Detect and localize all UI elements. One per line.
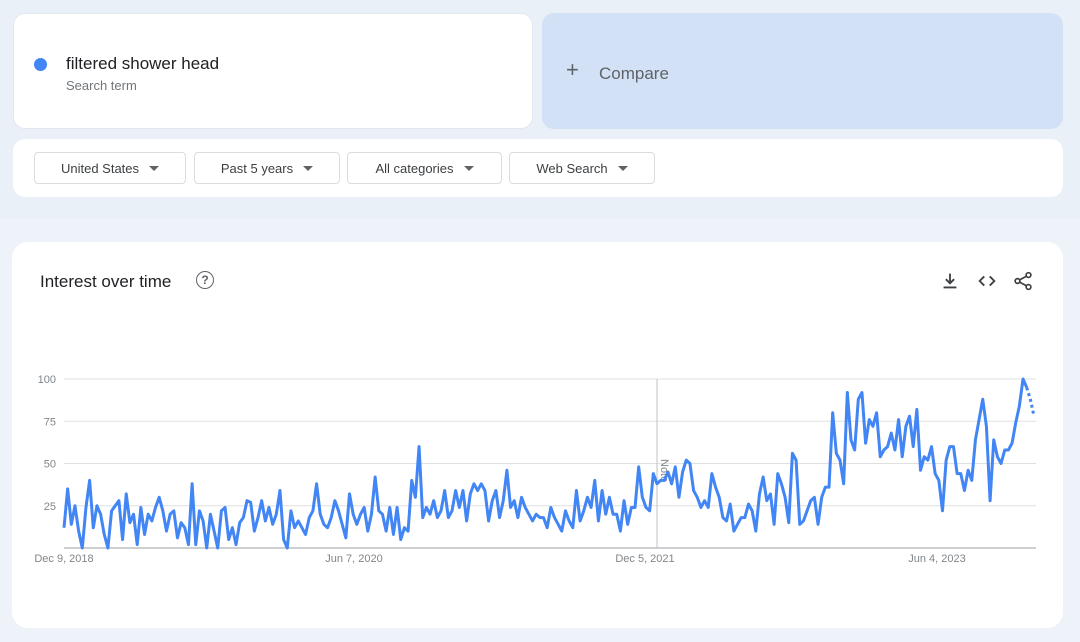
x-tick-label: Dec 9, 2018 bbox=[34, 553, 93, 565]
series-partial-line bbox=[1025, 387, 1036, 417]
x-tick-label: Dec 5, 2021 bbox=[615, 553, 674, 565]
y-tick-label: 50 bbox=[44, 459, 56, 471]
compare-label: Compare bbox=[599, 64, 669, 83]
chart-section-title: Interest over time bbox=[40, 272, 172, 291]
x-tick-label: Jun 4, 2023 bbox=[908, 553, 966, 565]
filter-time-range[interactable]: Past 5 years bbox=[194, 152, 340, 184]
dropdown-caret-icon bbox=[463, 165, 474, 171]
download-icon[interactable] bbox=[939, 270, 961, 292]
y-tick-label: 100 bbox=[38, 374, 56, 386]
search-term-sublabel: Search term bbox=[66, 78, 137, 93]
dropdown-caret-icon bbox=[149, 165, 160, 171]
filter-time-range-label: Past 5 years bbox=[220, 160, 294, 176]
dropdown-caret-icon bbox=[617, 165, 628, 171]
filter-search-type[interactable]: Web Search bbox=[509, 152, 655, 184]
share-icon[interactable] bbox=[1012, 270, 1034, 292]
dropdown-caret-icon bbox=[303, 165, 314, 171]
y-tick-label: 25 bbox=[44, 501, 56, 513]
interest-over-time-card: Interest over time ? 25 50 75 100 Dec 9, 201… bbox=[12, 242, 1063, 628]
filter-location[interactable]: United States bbox=[34, 152, 186, 184]
search-term-card[interactable]: filtered shower head Search term bbox=[13, 13, 533, 129]
compare-button[interactable]: + Compare bbox=[542, 13, 1063, 129]
interest-line-chart: 25 50 75 100 Dec 9, 2018 Jun 7, 2020 Dec 5, 20… bbox=[34, 374, 1036, 565]
filter-bar: United States Past 5 years All categorie… bbox=[13, 139, 1063, 197]
term-color-dot bbox=[34, 58, 47, 71]
filter-category-label: All categories bbox=[375, 160, 454, 176]
filter-search-type-label: Web Search bbox=[536, 160, 608, 176]
filter-location-label: United States bbox=[60, 160, 140, 176]
y-tick-label: 75 bbox=[44, 416, 56, 428]
filter-category[interactable]: All categories bbox=[347, 152, 502, 184]
embed-code-icon[interactable] bbox=[976, 270, 998, 292]
plus-icon: + bbox=[566, 57, 579, 82]
search-term-text[interactable]: filtered shower head bbox=[66, 54, 220, 73]
series-line bbox=[62, 377, 1029, 550]
help-circle-icon[interactable]: ? bbox=[196, 271, 214, 289]
x-tick-label: Jun 7, 2020 bbox=[325, 553, 383, 565]
